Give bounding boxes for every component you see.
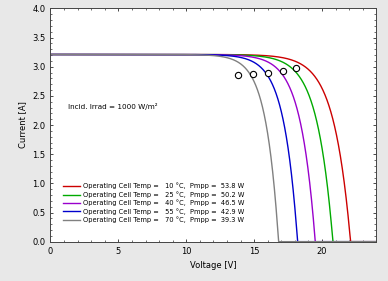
- Text: Incid. Irrad = 1000 W/m²: Incid. Irrad = 1000 W/m²: [68, 103, 158, 110]
- Legend: Operating Cell Temp =   10 °C,  Pmpp =  53.8 W, Operating Cell Temp =   25 °C,  : Operating Cell Temp = 10 °C, Pmpp = 53.8…: [64, 183, 244, 223]
- X-axis label: Voltage [V]: Voltage [V]: [190, 261, 237, 270]
- Y-axis label: Current [A]: Current [A]: [18, 102, 27, 148]
